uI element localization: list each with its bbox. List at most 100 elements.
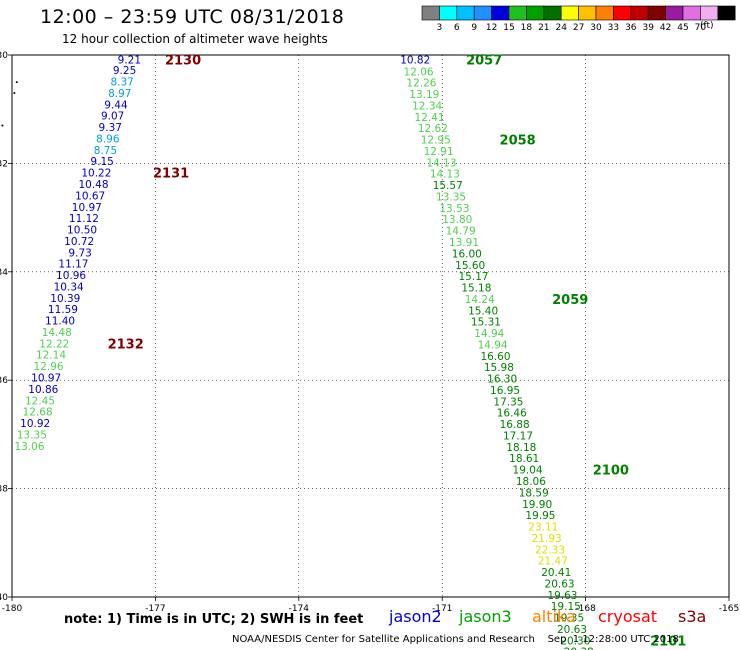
wave-height-label: 12.26 <box>406 78 436 90</box>
wave-height-label: 19.95 <box>525 510 555 522</box>
longitude-tick-label: -180 <box>2 604 23 614</box>
island-dot <box>15 81 18 84</box>
legend-jason2: jason2 <box>389 607 442 626</box>
legend-cryosat: cryosat <box>598 607 658 626</box>
latitude-tick-label: -38 <box>0 485 8 495</box>
wave-height-label: 14.48 <box>42 327 72 339</box>
wave-height-label: 16.60 <box>480 351 510 363</box>
wave-height-label: 17.35 <box>493 396 523 408</box>
wave-height-label: 18.18 <box>506 442 536 454</box>
wave-height-label: 15.17 <box>459 271 489 283</box>
colorbar-swatch <box>700 5 719 21</box>
wave-height-label: 12.06 <box>404 66 434 78</box>
wave-height-label: 21.93 <box>532 533 562 545</box>
wave-height-label: 9.07 <box>101 111 124 123</box>
wave-height-label: 12.22 <box>39 338 69 350</box>
wave-height-label: 10.97 <box>72 202 102 214</box>
wave-height-label: 10.82 <box>400 54 430 66</box>
wave-height-label: 12.96 <box>34 361 64 373</box>
colorbar-label: 6 <box>454 23 460 33</box>
wave-height-label: 23.11 <box>528 522 558 534</box>
wave-height-label: 8.97 <box>108 88 131 100</box>
wave-height-label: 13.91 <box>449 237 479 249</box>
wave-height-label: 12.91 <box>424 146 454 158</box>
colorbar-label: 3 <box>437 23 443 33</box>
latitude-tick-label: -40 <box>0 593 8 603</box>
wave-height-label: 19.04 <box>513 465 543 477</box>
wave-height-label: 15.18 <box>461 283 491 295</box>
wave-height-label: 19.63 <box>547 590 577 602</box>
pass-time-label: 2130 <box>165 53 201 68</box>
colorbar-swatch <box>665 5 684 21</box>
wave-height-label: 17.17 <box>503 430 533 442</box>
track-jason2: 9.219.258.378.979.449.079.378.968.759.15… <box>14 53 201 452</box>
wave-height-label: 15.31 <box>471 317 501 329</box>
wave-height-label: 16.88 <box>500 419 530 431</box>
wave-height-label: 11.40 <box>45 316 75 328</box>
wave-height-label: 15.57 <box>433 180 463 192</box>
footer-credit: NOAA/NESDIS Center for Satellite Applica… <box>232 634 679 645</box>
colorbar-swatch <box>543 5 562 21</box>
wave-height-label: 14.24 <box>465 294 495 306</box>
wave-height-label: 14.13 <box>426 157 456 169</box>
wave-height-label: 19.90 <box>522 499 552 511</box>
wave-height-label: 13.35 <box>436 191 466 203</box>
wave-height-label: 9.21 <box>118 54 141 66</box>
legend-altika: altika <box>532 607 576 626</box>
colorbar-label: 18 <box>521 23 533 33</box>
wave-height-label: 10.97 <box>31 372 61 384</box>
colorbar-label: 39 <box>642 23 654 33</box>
longitude-tick-label: -168 <box>575 604 596 614</box>
colorbar-label: 9 <box>471 23 477 33</box>
island-dot <box>1 124 4 127</box>
wave-height-label: 10.50 <box>67 225 97 237</box>
wave-height-label: 11.59 <box>48 304 78 316</box>
wave-height-label: 15.60 <box>455 260 485 272</box>
wave-height-label: 8.75 <box>94 145 117 157</box>
colorbar-swatch <box>526 5 545 21</box>
wave-height-label: 10.86 <box>28 384 58 396</box>
colorbar-swatch <box>560 5 579 21</box>
colorbar-unit: (ft) <box>700 21 714 31</box>
colorbar-swatch <box>578 5 597 21</box>
wave-height-label: 20.63 <box>545 578 575 590</box>
colorbar-label: 42 <box>660 23 671 33</box>
wave-height-label: 20.41 <box>541 567 571 579</box>
latitude-tick-label: -32 <box>0 159 8 169</box>
colorbar-label: 33 <box>608 23 619 33</box>
wave-height-label: 9.44 <box>104 99 128 111</box>
wave-height-label: 14.79 <box>446 226 476 238</box>
wave-height-label: 10.96 <box>56 270 86 282</box>
pass-time-label: 2059 <box>552 293 588 308</box>
wave-height-label: 10.48 <box>78 179 108 191</box>
wave-height-label: 20.38 <box>564 647 594 650</box>
pass-time-label: 2131 <box>153 167 189 182</box>
wave-height-label: 13.80 <box>442 214 472 226</box>
wave-height-label: 14.13 <box>430 169 460 181</box>
wave-height-label: 16.30 <box>487 374 517 386</box>
colorbar-swatch <box>473 5 492 21</box>
colorbar-label: 24 <box>555 23 567 33</box>
wave-height-label: 18.59 <box>519 487 549 499</box>
wave-height-label: 10.67 <box>75 190 105 202</box>
pass-time-label: 2057 <box>466 53 502 68</box>
latitude-tick-label: -30 <box>0 51 8 61</box>
pass-time-label: 2058 <box>500 134 536 149</box>
longitude-tick-label: -171 <box>432 604 452 614</box>
wave-height-label: 22.33 <box>535 544 565 556</box>
latitude-tick-label: -36 <box>0 376 8 386</box>
colorbar-swatch <box>456 5 475 21</box>
wave-height-label: 10.22 <box>81 168 111 180</box>
wave-height-label: 10.34 <box>54 281 84 293</box>
wave-height-label: 8.96 <box>96 133 120 145</box>
map-frame <box>11 54 730 598</box>
pass-time-label: 2101 <box>650 634 686 649</box>
longitude-tick-label: -174 <box>289 604 310 614</box>
footer-note: note: 1) Time is in UTC; 2) SWH is in fe… <box>64 612 364 627</box>
colorbar-label: 45 <box>677 23 688 33</box>
colorbar-label: 21 <box>538 23 549 33</box>
map-title: 12:00 – 23:59 UTC 08/31/2018 <box>40 6 345 28</box>
colorbar-label: 15 <box>503 23 514 33</box>
colorbar-swatch <box>439 5 458 21</box>
